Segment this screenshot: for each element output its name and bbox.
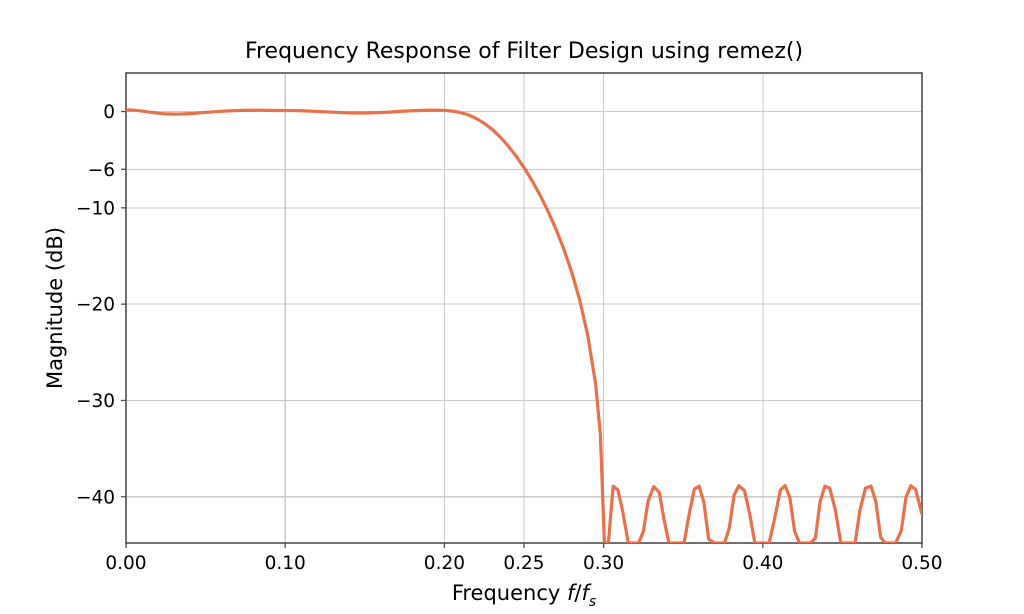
x-axis-label: Frequency f/fs <box>452 581 596 610</box>
plot-area <box>126 108 922 543</box>
x-axis-label-prefix: Frequency <box>452 581 567 605</box>
y-tick-label: 0 <box>103 102 115 123</box>
y-tick-label: −10 <box>76 198 115 219</box>
x-axis-label-denominator: f <box>581 581 592 605</box>
x-tick-label: 0.10 <box>265 553 306 574</box>
x-axis-label-slash: / <box>574 581 582 605</box>
y-axis-ticks <box>121 110 126 498</box>
x-axis-ticks <box>125 543 923 548</box>
x-tick-label: 0.00 <box>105 553 146 574</box>
y-tick-label: −40 <box>76 487 115 508</box>
x-axis-label-numerator: f <box>567 581 578 605</box>
x-axis-label-subscript: s <box>589 594 596 610</box>
x-tick-label: 0.20 <box>424 553 465 574</box>
x-tick-label: 0.25 <box>503 553 544 574</box>
x-tick-label: 0.50 <box>901 553 942 574</box>
x-tick-label: 0.30 <box>583 553 624 574</box>
x-axis-tick-labels: 0.00 0.10 0.20 0.25 0.30 0.40 0.50 <box>105 553 942 574</box>
x-tick-label: 0.40 <box>742 553 783 574</box>
chart-title: Frequency Response of Filter Design usin… <box>245 39 803 64</box>
y-tick-label: −20 <box>76 295 115 316</box>
y-tick-label: −30 <box>76 391 115 412</box>
y-axis-label: Magnitude (dB) <box>43 227 67 389</box>
y-axis-tick-labels: 0 −6 −10 −20 −30 −40 <box>76 102 115 508</box>
y-tick-label: −6 <box>88 160 115 181</box>
series-line-filter-magnitude-response <box>126 108 922 543</box>
